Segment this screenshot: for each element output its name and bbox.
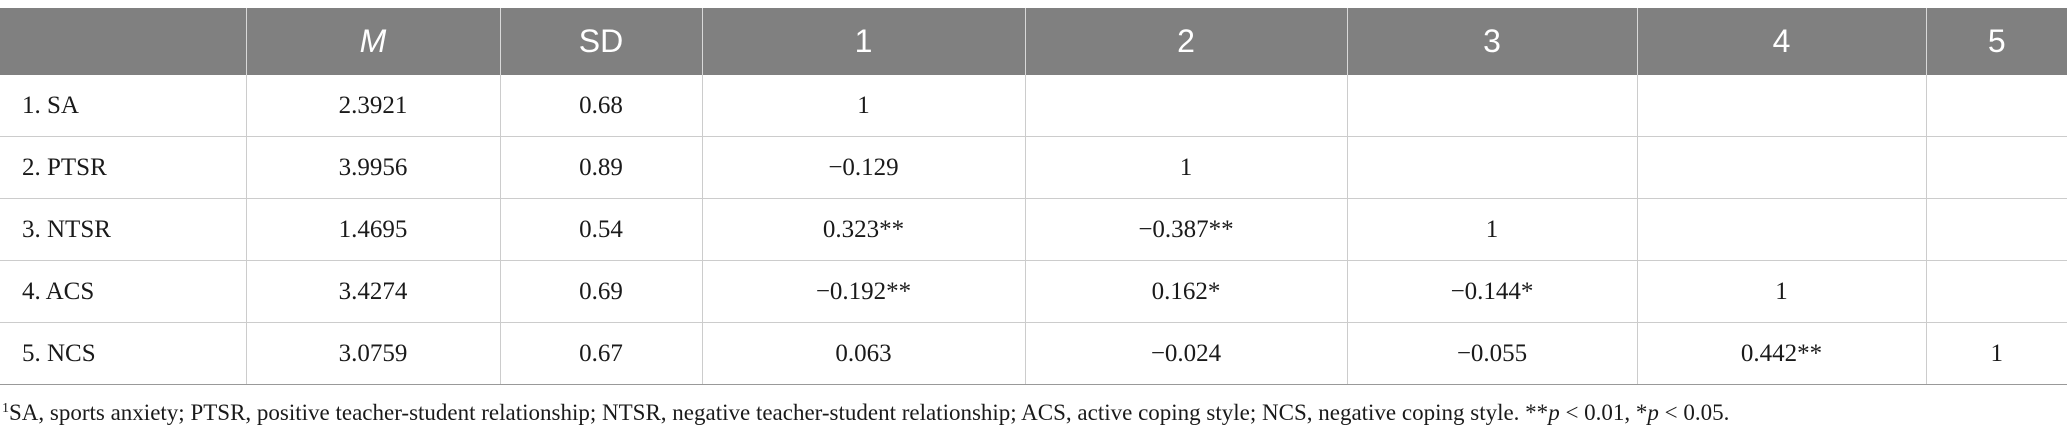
table-cell	[1926, 136, 2067, 199]
table-cell: −0.055	[1347, 322, 1638, 385]
header-cell-col-1: 1	[702, 8, 1026, 75]
table-row: 3. NTSR 1.4695 0.54 0.323** −0.387** 1	[0, 198, 2067, 261]
table-cell: 3.9956	[246, 136, 501, 199]
footnote-threshold-1: < 0.01, *	[1559, 400, 1648, 425]
table-cell: 2.3921	[246, 75, 501, 137]
row-label: 2. PTSR	[0, 136, 247, 199]
table-cell: 3.4274	[246, 260, 501, 323]
header-cell-col-3: 3	[1347, 8, 1638, 75]
header-cell-col-5: 5	[1926, 8, 2067, 75]
table-row: 5. NCS 3.0759 0.67 0.063 −0.024 −0.055 0…	[0, 322, 2067, 385]
table-cell: 0.67	[500, 322, 703, 385]
table-cell: −0.024	[1025, 322, 1348, 385]
table-cell	[1926, 75, 2067, 137]
table-cell: 3.0759	[246, 322, 501, 385]
table-cell: −0.387**	[1025, 198, 1348, 261]
table-cell: 1	[702, 75, 1026, 137]
table-cell: 1	[1637, 260, 1927, 323]
table-row: 1. SA 2.3921 0.68 1	[0, 75, 2067, 137]
table-cell: 1	[1347, 198, 1638, 261]
table-cell	[1347, 75, 1638, 137]
footnote-text: SA, sports anxiety; PTSR, positive teach…	[9, 400, 1549, 425]
table-cell: 0.442**	[1637, 322, 1927, 385]
table-cell: 0.063	[702, 322, 1026, 385]
table-cell: 1	[1926, 322, 2067, 385]
row-label: 5. NCS	[0, 322, 247, 385]
header-cell-sd: SD	[500, 8, 703, 75]
table-cell: 0.69	[500, 260, 703, 323]
row-label: 3. NTSR	[0, 198, 247, 261]
row-label: 4. ACS	[0, 260, 247, 323]
table-row: 4. ACS 3.4274 0.69 −0.192** 0.162* −0.14…	[0, 260, 2067, 323]
table-cell: 0.323**	[702, 198, 1026, 261]
header-cell-col-4: 4	[1637, 8, 1927, 75]
correlation-table: M SD 1 2 3 4 5 1. SA 2.3921 0.68 1 2.	[0, 8, 2067, 385]
table-cell	[1637, 75, 1927, 137]
table-cell: −0.192**	[702, 260, 1026, 323]
footnote-p-symbol: p	[1548, 400, 1560, 425]
table-footnote: 1SA, sports anxiety; PTSR, positive teac…	[2, 400, 1729, 426]
header-cell-mean: M	[246, 8, 501, 75]
table-cell	[1025, 75, 1348, 137]
row-label: 1. SA	[0, 75, 247, 137]
table-cell: 1	[1025, 136, 1348, 199]
table-cell	[1637, 136, 1927, 199]
footnote-threshold-2: < 0.05.	[1658, 400, 1730, 425]
table-header-row: M SD 1 2 3 4 5	[0, 8, 2067, 75]
header-cell-variable	[0, 8, 247, 75]
header-cell-col-2: 2	[1025, 8, 1348, 75]
table-cell: 1.4695	[246, 198, 501, 261]
table-row: 2. PTSR 3.9956 0.89 −0.129 1	[0, 136, 2067, 199]
footnote-marker: 1	[2, 401, 9, 416]
table-cell	[1637, 198, 1927, 261]
table-cell: 0.68	[500, 75, 703, 137]
table-cell: 0.54	[500, 198, 703, 261]
correlation-table-container: M SD 1 2 3 4 5 1. SA 2.3921 0.68 1 2.	[0, 8, 2067, 385]
table-cell	[1926, 260, 2067, 323]
table-cell	[1347, 136, 1638, 199]
footnote-p-symbol: p	[1647, 400, 1659, 425]
table-cell: 0.89	[500, 136, 703, 199]
table-cell	[1926, 198, 2067, 261]
table-cell: −0.129	[702, 136, 1026, 199]
table-cell: 0.162*	[1025, 260, 1348, 323]
table-cell: −0.144*	[1347, 260, 1638, 323]
